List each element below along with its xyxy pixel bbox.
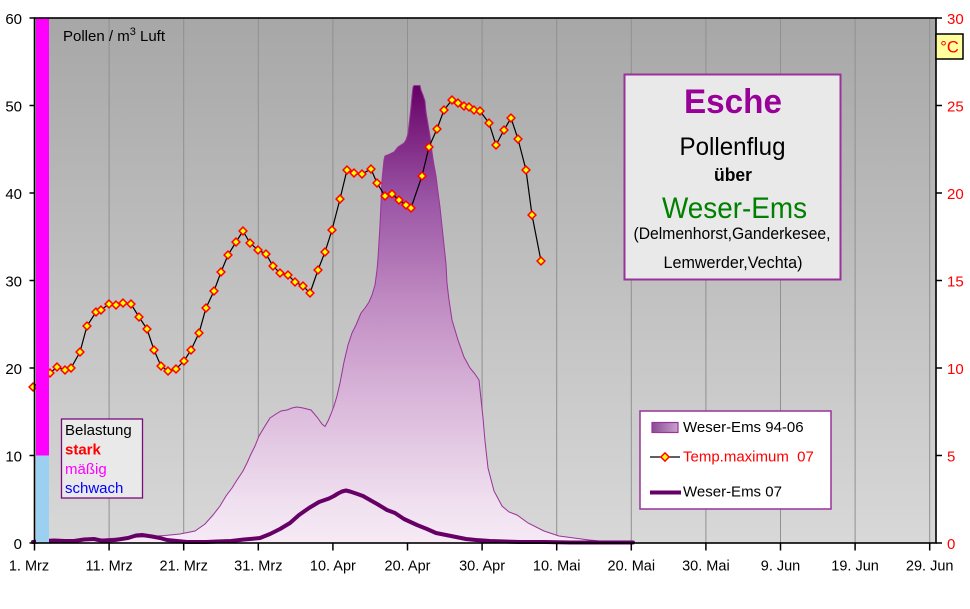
svg-text:°C: °C <box>940 39 959 57</box>
svg-text:20: 20 <box>947 186 964 203</box>
svg-text:schwach: schwach <box>65 480 123 497</box>
svg-text:20. Apr: 20. Apr <box>385 559 431 575</box>
svg-text:50: 50 <box>5 98 22 115</box>
svg-text:10. Apr: 10. Apr <box>310 559 356 575</box>
svg-text:Lemwerder,Vechta): Lemwerder,Vechta) <box>664 253 803 272</box>
svg-text:30: 30 <box>947 11 964 28</box>
svg-text:5: 5 <box>947 449 955 466</box>
svg-text:Belastung: Belastung <box>65 422 132 439</box>
svg-text:19. Jun: 19. Jun <box>831 559 879 575</box>
svg-text:10. Mai: 10. Mai <box>533 559 581 575</box>
svg-text:29. Jun: 29. Jun <box>906 559 954 575</box>
svg-text:30: 30 <box>5 273 22 290</box>
svg-text:40: 40 <box>5 186 22 203</box>
svg-text:Weser-Ems 07: Weser-Ems 07 <box>683 484 782 501</box>
svg-text:10: 10 <box>5 448 22 465</box>
svg-text:25: 25 <box>947 99 964 116</box>
svg-text:10: 10 <box>947 361 964 378</box>
svg-text:Weser-Ems: Weser-Ems <box>662 192 807 225</box>
svg-text:0: 0 <box>14 536 22 553</box>
svg-text:9. Jun: 9. Jun <box>761 559 801 575</box>
svg-text:Weser-Ems 94-06: Weser-Ems 94-06 <box>683 419 804 436</box>
svg-text:Esche: Esche <box>684 83 782 121</box>
svg-text:20. Mai: 20. Mai <box>608 559 656 575</box>
svg-text:15: 15 <box>947 274 964 291</box>
svg-text:(Delmenhorst,Ganderkesee,: (Delmenhorst,Ganderkesee, <box>634 224 831 243</box>
svg-text:21. Mrz: 21. Mrz <box>160 559 208 575</box>
svg-text:Pollen / m3 Luft: Pollen / m3 Luft <box>63 26 166 45</box>
svg-text:stark: stark <box>65 442 102 459</box>
svg-text:31. Mrz: 31. Mrz <box>234 559 282 575</box>
svg-text:60: 60 <box>5 11 22 28</box>
svg-text:20: 20 <box>5 361 22 378</box>
svg-text:11. Mrz: 11. Mrz <box>85 559 132 575</box>
svg-text:über: über <box>714 165 752 185</box>
svg-text:mäßig: mäßig <box>65 461 107 478</box>
svg-text:30. Apr: 30. Apr <box>459 559 505 575</box>
svg-text:30. Mai: 30. Mai <box>682 559 730 575</box>
svg-text:1. Mrz: 1. Mrz <box>9 559 49 575</box>
svg-text:Temp.maximum 07: Temp.maximum 07 <box>683 449 814 466</box>
svg-text:Pollenflug: Pollenflug <box>680 133 786 161</box>
svg-text:0: 0 <box>947 536 955 553</box>
